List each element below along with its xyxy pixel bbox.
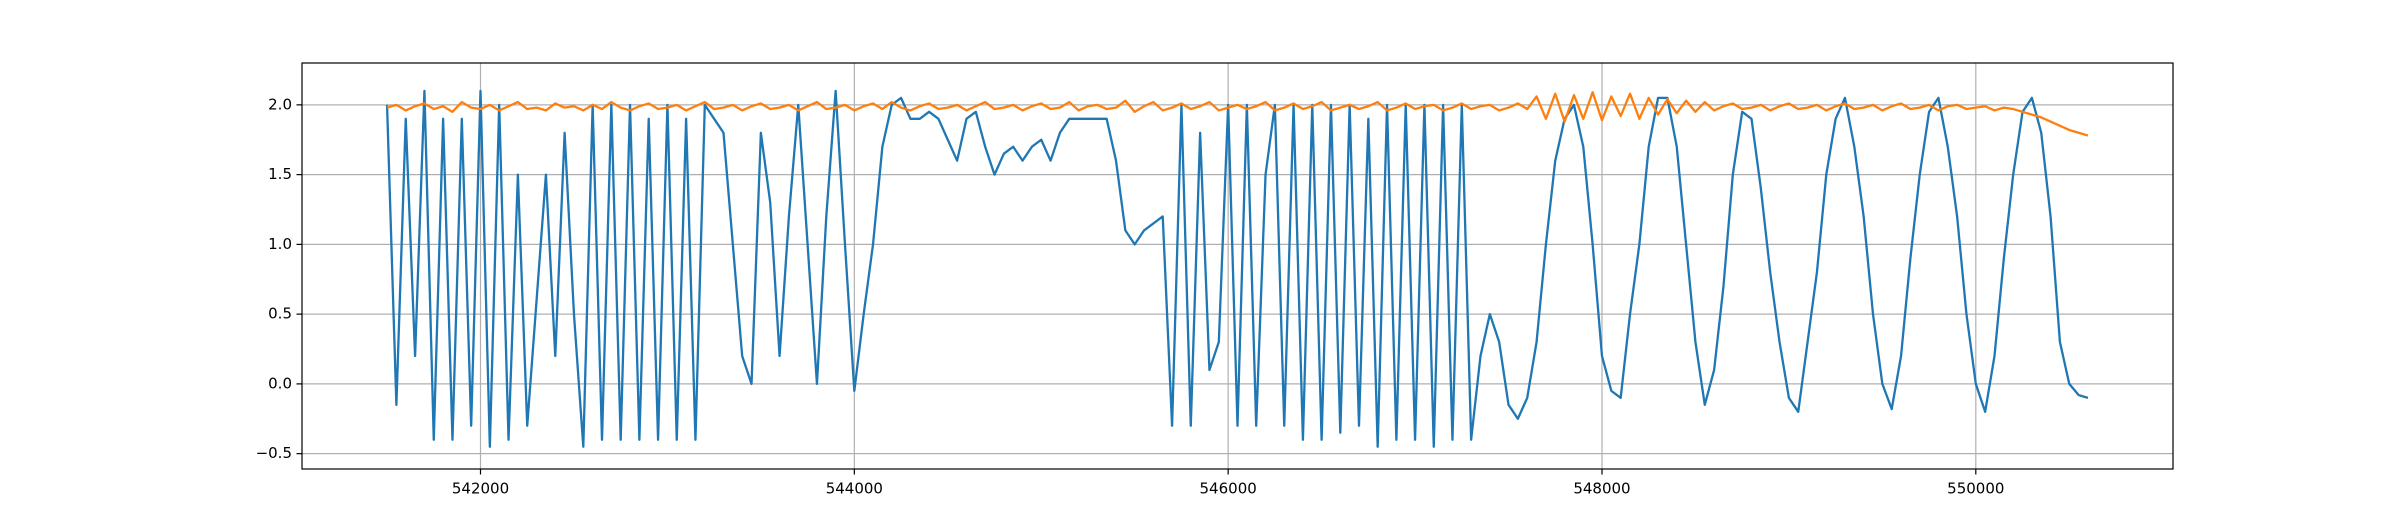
y-tick-label: 2.0: [268, 95, 292, 113]
y-tick-label: 1.5: [268, 165, 292, 183]
y-tick-label: 0.5: [268, 305, 292, 323]
y-tick-label: −0.5: [256, 444, 292, 462]
line-series: [386, 91, 2089, 137]
y-tick-label: 0.0: [268, 374, 292, 392]
x-tick-label: 544000: [826, 480, 883, 498]
line-series: [385, 89, 2089, 448]
x-tick-label: 550000: [1947, 480, 2004, 498]
y-tick-label: 1.0: [268, 235, 292, 253]
axes-frame: [301, 62, 2174, 470]
x-tick-label: 542000: [452, 480, 509, 498]
x-tick-label: 548000: [1573, 480, 1630, 498]
x-tick-label: 546000: [1200, 480, 1257, 498]
